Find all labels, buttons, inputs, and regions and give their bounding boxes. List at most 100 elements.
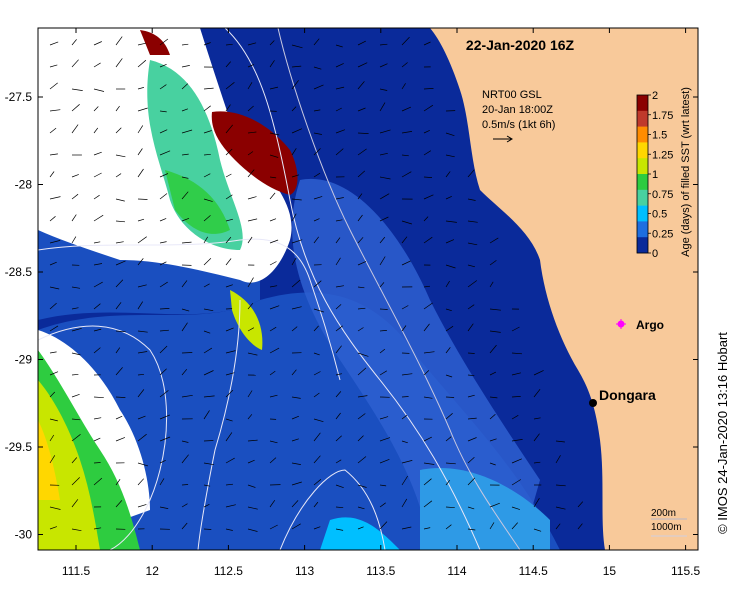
current-arrow xyxy=(49,325,59,332)
current-arrow xyxy=(489,371,497,376)
current-arrow xyxy=(49,418,58,422)
current-arrow xyxy=(247,42,257,46)
current-arrow xyxy=(357,40,366,46)
current-arrow xyxy=(137,125,144,134)
current-arrow xyxy=(423,176,433,178)
current-arrow xyxy=(93,396,104,399)
current-arrow xyxy=(335,391,342,398)
current-arrow xyxy=(357,62,368,68)
current-arrow xyxy=(379,176,391,180)
current-arrow xyxy=(203,283,210,288)
current-arrow xyxy=(137,168,144,178)
current-arrow xyxy=(335,304,342,310)
current-arrow xyxy=(269,60,275,68)
current-arrow xyxy=(181,280,188,288)
current-arrow xyxy=(423,104,434,112)
current-arrow xyxy=(511,372,521,376)
x-tick-label: 114.5 xyxy=(519,564,548,578)
colorbar-segment xyxy=(637,158,648,175)
current-arrow xyxy=(115,198,125,202)
current-arrow xyxy=(225,43,233,46)
current-arrow xyxy=(357,352,369,357)
dongara-marker xyxy=(589,399,597,407)
current-arrow xyxy=(203,484,211,487)
current-arrow xyxy=(335,197,344,200)
current-arrow xyxy=(49,153,58,156)
dark-red-patch-small xyxy=(140,30,170,55)
current-arrow xyxy=(203,410,210,420)
current-arrow xyxy=(357,327,364,332)
current-arrow xyxy=(247,64,255,68)
dark-red-patch xyxy=(211,111,298,195)
current-arrow xyxy=(93,437,101,442)
current-arrow xyxy=(379,129,391,134)
current-arrow xyxy=(335,237,341,244)
current-arrow xyxy=(203,173,211,178)
current-arrow xyxy=(49,455,56,464)
current-arrow xyxy=(137,87,144,90)
map-plot-area xyxy=(38,28,698,550)
current-arrow xyxy=(203,236,209,244)
current-arrow xyxy=(423,302,433,310)
colorbar-segment xyxy=(637,174,648,191)
current-arrow xyxy=(511,414,519,420)
y-tick-label: -30 xyxy=(15,528,33,542)
current-arrow xyxy=(313,526,321,530)
x-tick-label: 15 xyxy=(603,564,617,578)
current-arrow xyxy=(445,462,456,465)
current-arrow xyxy=(423,323,430,332)
current-arrow xyxy=(181,308,190,312)
current-arrow xyxy=(225,61,231,68)
current-arrow xyxy=(357,237,364,244)
current-arrow xyxy=(71,59,79,68)
current-arrow xyxy=(71,174,79,178)
current-arrow xyxy=(423,285,431,288)
current-arrow xyxy=(137,389,145,398)
current-arrow xyxy=(401,36,410,46)
y-tick-label: -28 xyxy=(15,178,33,192)
x-tick-label: 113.5 xyxy=(366,564,395,578)
current-arrow xyxy=(335,44,343,48)
current-arrow xyxy=(269,154,279,158)
current-arrow xyxy=(533,417,541,420)
current-arrow xyxy=(555,484,566,487)
colorbar-segment xyxy=(637,237,648,254)
current-arrow xyxy=(137,462,149,467)
current-arrow xyxy=(137,236,147,244)
current-arrow xyxy=(489,308,501,311)
current-arrow xyxy=(203,130,212,134)
current-arrow xyxy=(93,328,102,332)
current-arrow xyxy=(71,418,81,421)
current-arrow xyxy=(247,390,253,398)
plot-frame xyxy=(37,27,699,551)
current-arrow xyxy=(357,307,366,310)
current-arrow xyxy=(181,394,193,398)
current-arrow xyxy=(203,347,213,354)
current-arrow xyxy=(335,484,344,489)
current-arrow xyxy=(159,390,169,398)
current-arrow xyxy=(445,264,456,269)
current-arrow xyxy=(203,528,212,530)
current-arrow xyxy=(357,413,366,420)
current-arrow xyxy=(379,88,388,91)
y-axis: -27.5 -28 -28.5 -29 -29.5 -30 xyxy=(5,90,698,542)
colorbar-segment xyxy=(637,126,648,143)
current-arrow xyxy=(423,236,433,244)
current-arrow xyxy=(335,459,342,464)
current-arrow xyxy=(203,215,211,222)
current-arrow xyxy=(357,81,365,90)
current-arrow xyxy=(137,148,143,156)
current-arrow xyxy=(159,150,171,156)
current-arrow xyxy=(379,458,390,464)
current-arrow xyxy=(555,506,566,510)
isobath-contour-south xyxy=(197,299,241,550)
current-arrow xyxy=(379,521,388,530)
current-arrow xyxy=(159,281,168,288)
teal-patch-north xyxy=(147,60,243,250)
current-arrow xyxy=(137,330,148,333)
current-arrow xyxy=(159,414,171,420)
current-arrow xyxy=(313,236,319,244)
current-arrow xyxy=(137,284,147,288)
current-arrow xyxy=(49,302,57,310)
current-arrow xyxy=(533,388,541,398)
